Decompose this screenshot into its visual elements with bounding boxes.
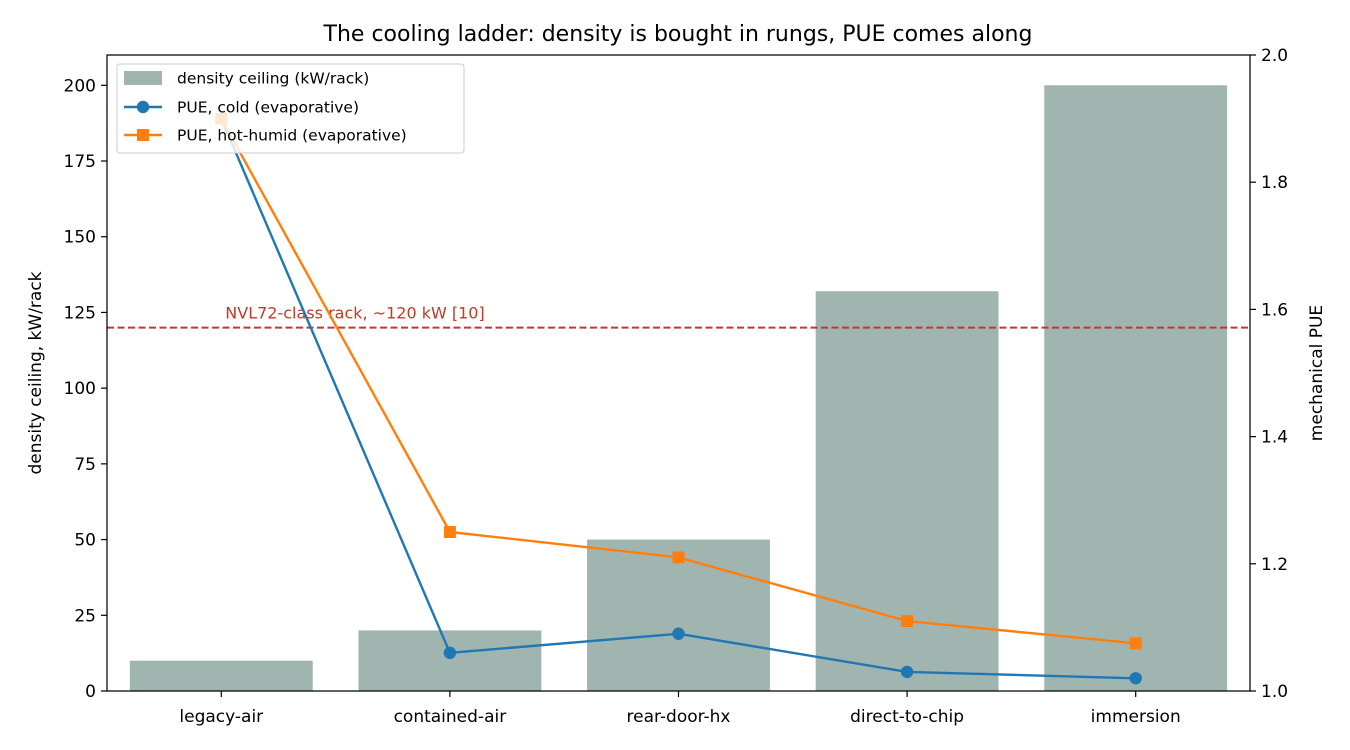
right-tick-label: 1.0 bbox=[1261, 682, 1288, 702]
x-tick-label: legacy-air bbox=[179, 707, 263, 727]
right-y-axis-label: mechanical PUE bbox=[1307, 305, 1327, 441]
density-bar-legacy-air bbox=[129, 660, 313, 691]
pue-lines-layer bbox=[215, 112, 1142, 685]
legend: density ceiling (kW/rack) PUE, cold (evap… bbox=[116, 63, 465, 154]
density-bar-immersion bbox=[1044, 85, 1228, 692]
right-tick-label: 1.4 bbox=[1261, 428, 1288, 448]
left-tick-label: 125 bbox=[64, 303, 96, 323]
legend-label-2: PUE, hot-humid (evaporative) bbox=[177, 127, 407, 145]
pue-point-0-immersion bbox=[1129, 672, 1142, 685]
legend-marker-1 bbox=[136, 100, 150, 114]
right-tick-label: 1.6 bbox=[1261, 300, 1288, 320]
right-tick-label: 2.0 bbox=[1261, 46, 1288, 66]
chart-title: The cooling ladder: density is bought in… bbox=[323, 22, 1033, 47]
pue-point-0-rear-door-hx bbox=[672, 627, 685, 640]
left-tick-label: 150 bbox=[64, 228, 96, 248]
left-tick-label: 100 bbox=[64, 379, 96, 399]
pue-point-1-rear-door-hx bbox=[672, 551, 685, 564]
left-tick-label: 75 bbox=[74, 455, 96, 475]
right-tick-label: 1.8 bbox=[1261, 173, 1288, 193]
x-axis: legacy-air contained-air rear-door-hx direc… bbox=[179, 691, 1181, 727]
left-y-axis-label: density ceiling, kW/rack bbox=[26, 271, 46, 474]
x-tick-label: direct-to-chip bbox=[850, 707, 964, 727]
pue-point-1-contained-air bbox=[443, 526, 456, 538]
pue-point-0-direct-to-chip bbox=[900, 665, 914, 679]
legend-marker-2 bbox=[137, 129, 149, 141]
reference-line-label: NVL72-class rack, ~120 kW [10] bbox=[225, 304, 484, 323]
left-tick-label: 25 bbox=[74, 606, 96, 626]
pue-point-1-direct-to-chip bbox=[901, 615, 914, 628]
legend-swatch-density bbox=[124, 71, 162, 85]
pue-point-0-contained-air bbox=[443, 646, 457, 660]
density-bar-direct-to-chip bbox=[815, 291, 999, 691]
pue-point-1-immersion bbox=[1129, 637, 1142, 650]
density-bar-rear-door-hx bbox=[587, 539, 770, 691]
x-tick-label: immersion bbox=[1091, 707, 1181, 727]
density-bar-contained-air bbox=[358, 630, 542, 691]
right-tick-label: 1.2 bbox=[1261, 555, 1288, 575]
left-tick-label: 175 bbox=[64, 152, 96, 172]
x-tick-label: contained-air bbox=[394, 707, 507, 727]
legend-label-0: density ceiling (kW/rack) bbox=[177, 70, 369, 88]
left-tick-label: 0 bbox=[85, 682, 96, 702]
right-y-axis: 1.0 1.2 1.4 1.6 1.8 2.0 bbox=[1250, 46, 1288, 702]
reference-line-layer: NVL72-class rack, ~120 kW [10] bbox=[107, 304, 1250, 329]
left-tick-label: 50 bbox=[74, 531, 96, 551]
legend-label-1: PUE, cold (evaporative) bbox=[177, 99, 359, 117]
bars-layer bbox=[129, 85, 1228, 692]
left-y-axis: 0 25 50 75 100 125 150 175 200 bbox=[64, 76, 107, 702]
legend-box bbox=[116, 63, 465, 154]
x-tick-label: rear-door-hx bbox=[627, 707, 731, 727]
left-tick-label: 200 bbox=[64, 76, 96, 96]
